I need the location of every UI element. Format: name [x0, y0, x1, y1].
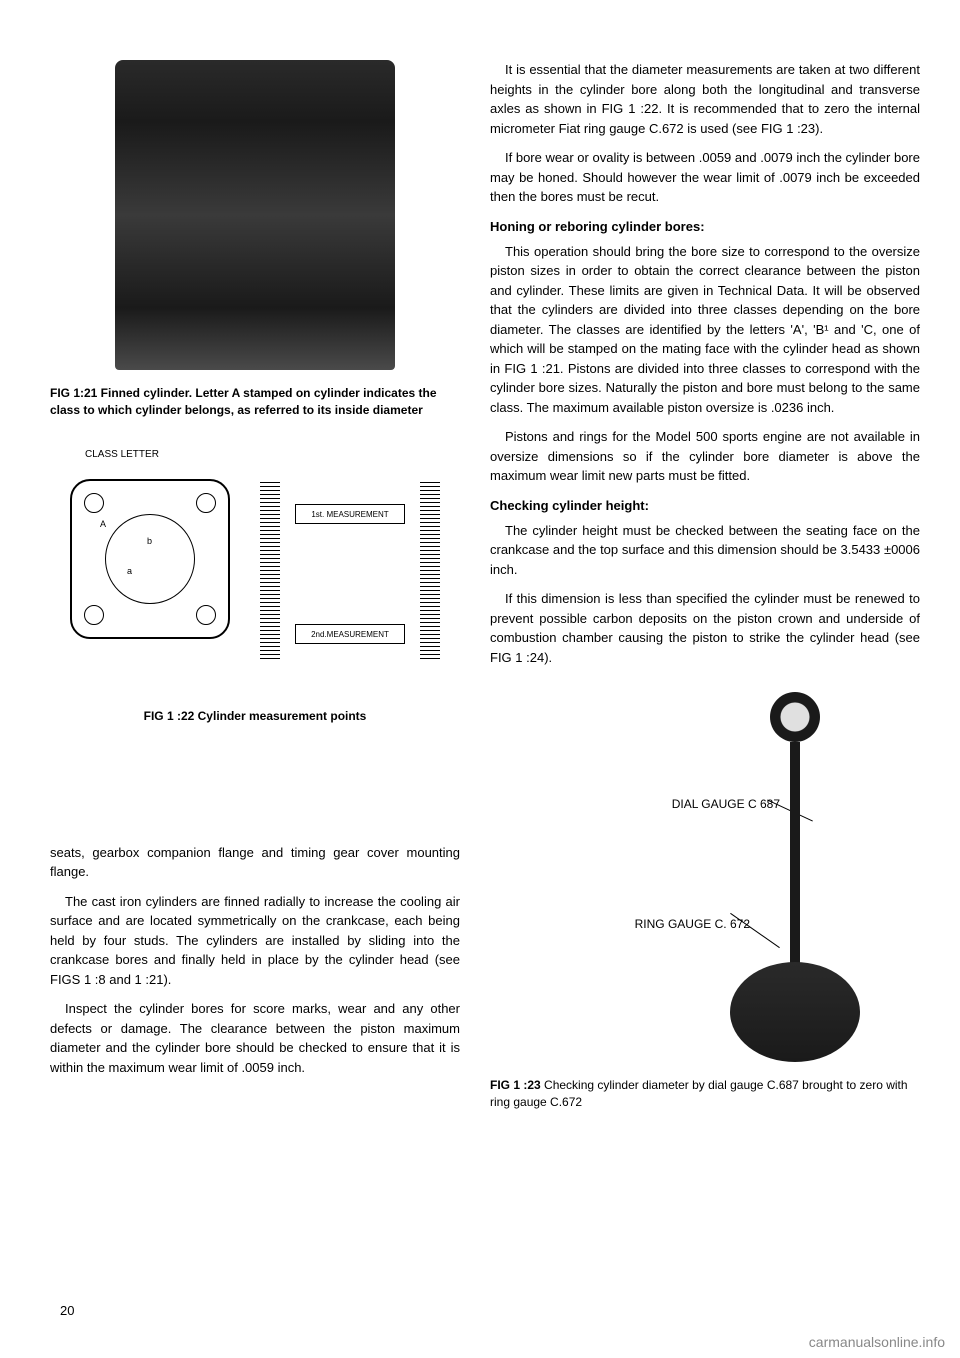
hatched-section	[420, 479, 440, 659]
body-paragraph: The cylinder height must be checked betw…	[490, 521, 920, 580]
section-heading-honing: Honing or reboring cylinder bores:	[490, 219, 920, 234]
body-paragraph: If bore wear or ovality is between .0059…	[490, 148, 920, 207]
dial-gauge-head	[770, 692, 820, 742]
figure-123-image: DIAL GAUGE C 687 RING GAUGE C. 672	[490, 692, 920, 1062]
body-paragraph: The cast iron cylinders are finned radia…	[50, 892, 460, 990]
bore-circle	[105, 514, 195, 604]
class-letter-label: CLASS LETTER	[85, 449, 159, 460]
fig-123-caption: FIG 1 :23 Checking cylinder diameter by …	[490, 1077, 920, 1111]
stud-hole	[196, 605, 216, 625]
body-paragraph: This operation should bring the bore siz…	[490, 242, 920, 418]
first-measurement-label: 1st. MEASUREMENT	[295, 504, 405, 524]
watermark: carmanualsonline.info	[809, 1334, 945, 1350]
fig-122-caption: FIG 1 :22 Cylinder measurement points	[50, 709, 460, 723]
fig-121-caption: FIG 1:21 Finned cylinder. Letter A stamp…	[50, 385, 460, 419]
ring-gauge-base	[730, 962, 860, 1062]
figure-122-diagram: CLASS LETTER A b a 1st. MEASUREMENT 2nd.…	[50, 449, 460, 699]
right-column: It is essential that the diameter measur…	[490, 60, 920, 1111]
figure-121-image	[50, 60, 460, 370]
body-paragraph: It is essential that the diameter measur…	[490, 60, 920, 138]
fig-123-text: Checking cylinder diameter by dial gauge…	[490, 1078, 908, 1109]
square-flange-diagram: A b a	[70, 479, 230, 639]
left-column: FIG 1:21 Finned cylinder. Letter A stamp…	[50, 60, 460, 1111]
second-measurement-label: 2nd.MEASUREMENT	[295, 624, 405, 644]
body-paragraph: Pistons and rings for the Model 500 spor…	[490, 427, 920, 486]
marker-a: a	[127, 566, 132, 576]
marker-a-cap: A	[100, 519, 106, 529]
measurement-side-view: 1st. MEASUREMENT 2nd.MEASUREMENT	[260, 479, 440, 669]
cylinder-photo	[115, 60, 395, 370]
body-paragraph: If this dimension is less than specified…	[490, 589, 920, 667]
section-heading-checking: Checking cylinder height:	[490, 498, 920, 513]
stud-hole	[84, 493, 104, 513]
fig-123-number: FIG 1 :23	[490, 1078, 541, 1092]
hatched-section	[260, 479, 280, 659]
body-paragraph: seats, gearbox companion flange and timi…	[50, 843, 460, 882]
stud-hole	[196, 493, 216, 513]
body-paragraph: Inspect the cylinder bores for score mar…	[50, 999, 460, 1077]
stud-hole	[84, 605, 104, 625]
page-number: 20	[60, 1303, 74, 1318]
marker-b: b	[147, 536, 152, 546]
gauge-drawing	[720, 692, 870, 1062]
gauge-shaft	[790, 742, 800, 972]
